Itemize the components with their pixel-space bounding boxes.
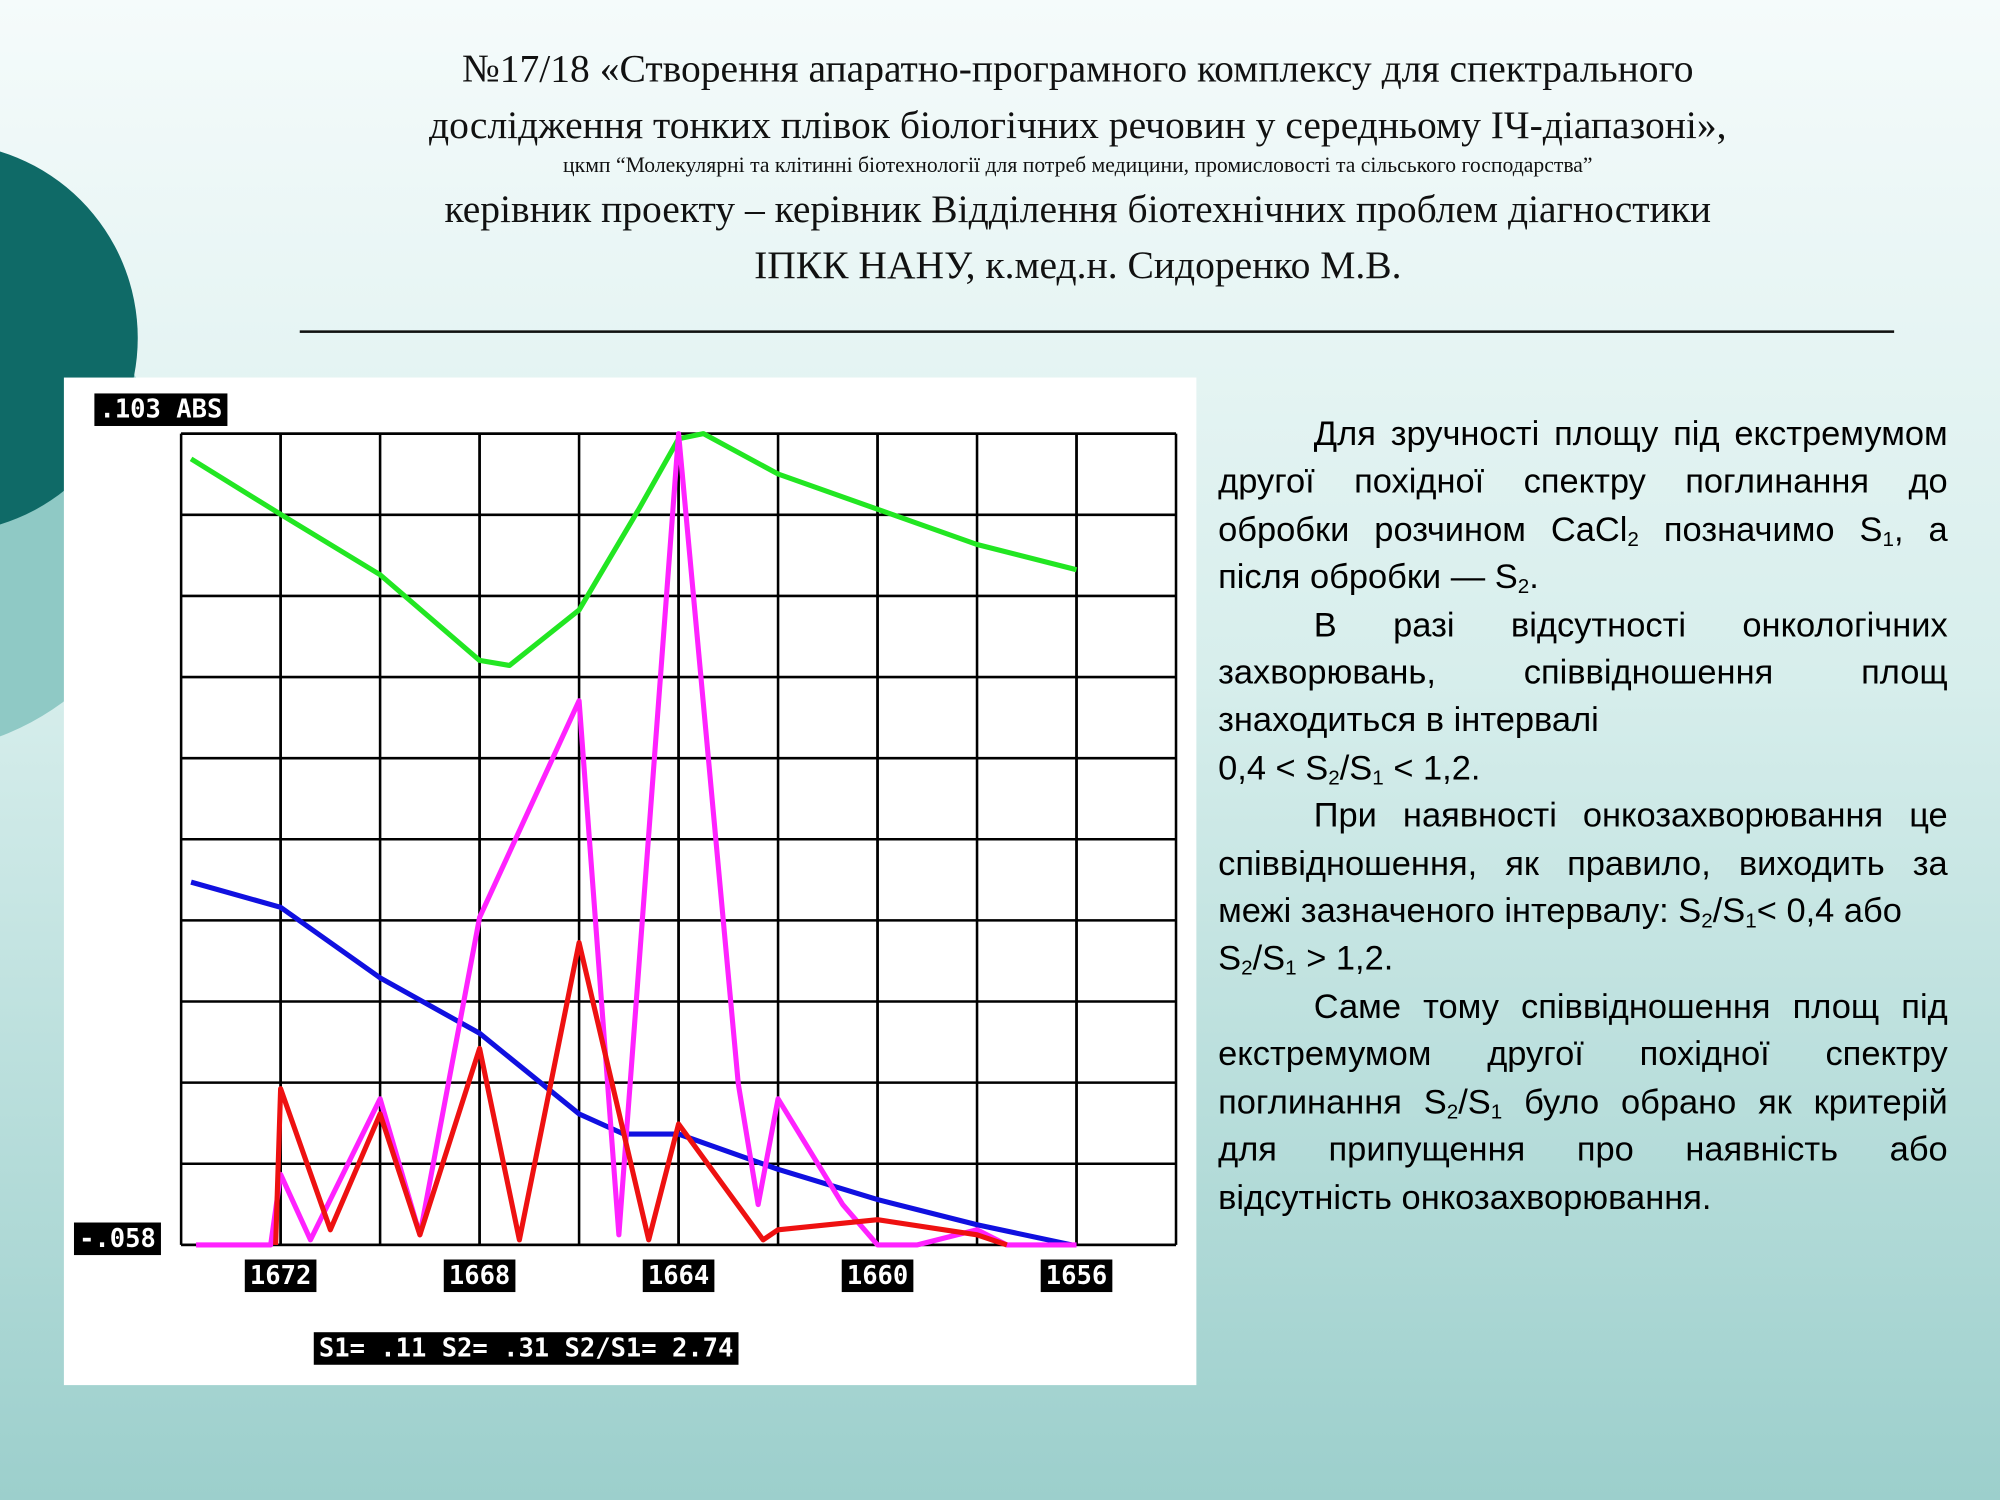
chart: 1672 1668 1664 1660 1656 .103 ABS -.058 S1= .11…	[63, 377, 1197, 1386]
text-run: /S	[1458, 1082, 1491, 1121]
text-run: > 1,2.	[1296, 939, 1394, 978]
text-run: Для зручності площу під екстремумом друг…	[1218, 414, 1948, 549]
x-tick-label: 1660	[847, 1261, 908, 1291]
x-tick-label: 1664	[648, 1261, 709, 1291]
chart-bg	[63, 377, 1197, 1386]
text-run: < 0,4 або	[1756, 891, 1902, 930]
text-run: Саме тому співвідношення площ під екстре…	[1218, 987, 1948, 1121]
x-tick-label-box	[244, 1259, 317, 1293]
text-run: /S	[1712, 891, 1746, 930]
paragraph: S2/S1 > 1,2.	[1218, 936, 1948, 984]
text-run: В разі відсутності онкологічних захворюв…	[1218, 605, 1948, 740]
y-tick-label: .103 ABS	[99, 395, 222, 425]
subscript: 1	[1490, 1100, 1503, 1124]
header-line: ІПКК НАНУ, к.мед.н. Сидоренко М.В.	[754, 242, 1402, 287]
x-tick-label: 1672	[250, 1261, 311, 1291]
x-tick-label: 1668	[449, 1261, 510, 1291]
paragraph: Для зручності площу під екстремумом друг…	[1218, 411, 1948, 602]
text-run: позначимо S	[1638, 509, 1883, 549]
paragraph: Саме тому співвідношення площ під екстре…	[1218, 983, 1948, 1222]
subscript: 2	[1241, 957, 1253, 981]
subscript: 2	[1627, 527, 1639, 551]
header-line: дослідження тонких плівок біологічних ре…	[429, 102, 1727, 147]
y-tick-label-box	[73, 1222, 161, 1256]
text-run: S	[1218, 939, 1242, 978]
x-tick-label: 1656	[1046, 1261, 1107, 1291]
divider	[299, 330, 1895, 333]
series-line	[273, 940, 1008, 1248]
subscript: 2	[1701, 909, 1713, 933]
text-run: було обрано як критерій для припущення п…	[1218, 1082, 1948, 1217]
header-line: цкмп “Молекулярні та клітинні біотехноло…	[563, 153, 1593, 178]
y-tick-label: -.058	[79, 1224, 156, 1254]
subscript: 1	[1745, 909, 1757, 933]
text-run: , а після обробки — S	[1218, 509, 1948, 596]
annotation-box	[313, 1332, 739, 1365]
paragraph: В разі відсутності онкологічних захворюв…	[1218, 602, 1948, 745]
text-run: 0,4 < S	[1218, 748, 1329, 787]
paragraph: При наявності онкозахворювання це співві…	[1218, 792, 1948, 935]
subscript: 1	[1372, 766, 1384, 790]
subscript: 2	[1517, 575, 1530, 599]
x-tick-label-box	[841, 1259, 914, 1293]
y-tick-label-box	[94, 393, 228, 426]
header-line: керівник проекту – керівник Відділення б…	[444, 186, 1712, 231]
subscript: 2	[1446, 1100, 1459, 1124]
text-run: .	[1529, 557, 1539, 596]
header-line: №17/18 «Створення апаратно-програмного к…	[462, 45, 1694, 91]
text-run: /S	[1252, 939, 1286, 978]
annotation: S1= .11 S2= .31 S2/S1= 2.74	[319, 1333, 734, 1363]
text-run: < 1,2.	[1383, 748, 1481, 787]
text-block: Для зручності площу під екстремумом друг…	[1218, 411, 1948, 1222]
text-run: /S	[1339, 748, 1373, 787]
series-line	[196, 431, 1077, 1248]
x-tick-label-box	[642, 1259, 715, 1293]
paragraph: 0,4 < S2/S1 < 1,2.	[1218, 745, 1948, 793]
series-line	[189, 431, 1078, 669]
subscript: 1	[1882, 527, 1894, 551]
text-run: При наявності онкозахворювання це співві…	[1218, 796, 1948, 930]
subscript: 2	[1328, 766, 1340, 790]
x-tick-label-box	[443, 1259, 516, 1293]
x-tick-label-box	[1040, 1259, 1113, 1293]
subscript: 1	[1285, 957, 1297, 981]
